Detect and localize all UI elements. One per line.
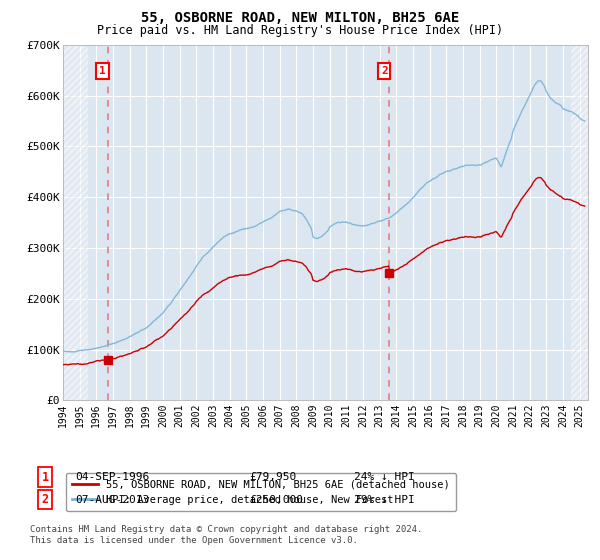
Text: Contains HM Land Registry data © Crown copyright and database right 2024.
This d: Contains HM Land Registry data © Crown c… [30, 525, 422, 545]
Text: Price paid vs. HM Land Registry's House Price Index (HPI): Price paid vs. HM Land Registry's House … [97, 24, 503, 36]
Text: £79,950: £79,950 [249, 472, 296, 482]
Legend: 55, OSBORNE ROAD, NEW MILTON, BH25 6AE (detached house), HPI: Average price, det: 55, OSBORNE ROAD, NEW MILTON, BH25 6AE (… [65, 473, 456, 511]
Text: 29% ↓ HPI: 29% ↓ HPI [354, 494, 415, 505]
Text: £250,000: £250,000 [249, 494, 303, 505]
Bar [571, 45, 588, 400]
Text: 07-AUG-2013: 07-AUG-2013 [75, 494, 149, 505]
Bar [63, 45, 88, 400]
Text: 1: 1 [99, 66, 106, 76]
Text: 2: 2 [381, 66, 388, 76]
Text: 24% ↓ HPI: 24% ↓ HPI [354, 472, 415, 482]
Text: 1: 1 [41, 470, 49, 484]
Text: 2: 2 [41, 493, 49, 506]
Text: 55, OSBORNE ROAD, NEW MILTON, BH25 6AE: 55, OSBORNE ROAD, NEW MILTON, BH25 6AE [141, 11, 459, 25]
Text: 04-SEP-1996: 04-SEP-1996 [75, 472, 149, 482]
